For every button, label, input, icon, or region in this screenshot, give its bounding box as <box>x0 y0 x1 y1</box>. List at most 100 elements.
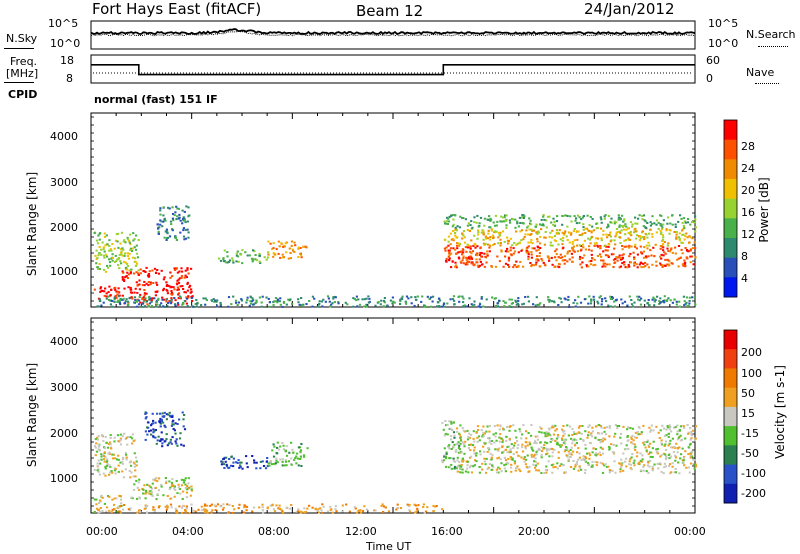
data-cell <box>479 453 482 456</box>
data-cell <box>677 436 680 439</box>
data-cell <box>615 256 618 259</box>
data-cell <box>252 303 255 306</box>
data-cell <box>122 297 125 300</box>
data-cell <box>666 426 669 429</box>
data-cell <box>536 255 539 258</box>
data-cell <box>177 281 181 284</box>
data-cell <box>668 457 671 460</box>
data-cell <box>454 234 457 237</box>
data-cell <box>138 288 141 291</box>
data-cell <box>144 271 147 273</box>
data-cell <box>675 231 678 233</box>
data-cell <box>186 305 189 307</box>
data-cell <box>119 248 122 251</box>
data-cell <box>642 469 645 472</box>
data-cell <box>641 236 644 239</box>
data-cell <box>591 426 594 429</box>
velocity-panel-frame <box>90 317 696 514</box>
data-cell <box>449 232 452 235</box>
data-cell <box>642 441 645 444</box>
data-cell <box>178 505 181 508</box>
data-cell <box>479 247 482 250</box>
data-cell <box>573 250 576 253</box>
data-cell <box>450 463 453 466</box>
data-cell <box>506 446 509 448</box>
data-cell <box>655 264 658 267</box>
data-cell <box>136 256 140 259</box>
data-cell <box>130 268 133 271</box>
data-cell <box>684 235 687 238</box>
data-cell <box>598 432 601 435</box>
data-cell <box>115 297 118 300</box>
data-cell <box>108 473 111 476</box>
data-cell <box>632 461 635 464</box>
data-cell <box>245 301 248 304</box>
data-cell <box>341 504 344 507</box>
data-cell <box>655 425 658 428</box>
data-cell <box>151 494 154 497</box>
data-cell <box>634 243 637 246</box>
data-cell <box>660 228 664 231</box>
data-cell <box>187 206 190 209</box>
data-cell <box>225 463 228 466</box>
data-cell <box>694 247 697 250</box>
data-cell <box>293 458 296 461</box>
data-cell <box>645 449 648 452</box>
data-cell <box>518 241 521 244</box>
data-cell <box>663 264 666 267</box>
data-cell <box>136 291 139 294</box>
data-cell <box>117 470 120 473</box>
data-cell <box>173 214 176 217</box>
data-cell <box>693 296 696 299</box>
data-cell <box>625 239 628 242</box>
data-cell <box>648 244 651 247</box>
data-cell <box>154 479 157 482</box>
data-cell <box>169 300 172 303</box>
data-cell <box>630 456 633 459</box>
data-cell <box>483 450 486 453</box>
data-cell <box>253 461 256 464</box>
data-cell <box>316 510 319 513</box>
data-cell <box>682 295 685 298</box>
data-cell <box>467 261 470 263</box>
data-cell <box>102 254 106 257</box>
data-cell <box>586 452 589 455</box>
data-cell <box>152 478 155 481</box>
data-cell <box>227 296 231 299</box>
data-cell <box>435 505 438 507</box>
data-cell <box>660 454 663 457</box>
data-cell <box>477 229 480 232</box>
data-cell <box>169 302 172 305</box>
velocity-colorbar-swatch <box>724 349 737 369</box>
data-cell <box>186 220 189 223</box>
data-cell <box>144 297 147 300</box>
data-cell <box>163 415 166 418</box>
data-cell <box>517 443 520 446</box>
data-cell <box>676 447 680 449</box>
data-cell <box>119 511 122 514</box>
data-cell <box>572 450 575 453</box>
data-cell <box>659 301 662 304</box>
nave-tick-top: 60 <box>706 54 720 67</box>
data-cell <box>515 230 518 233</box>
data-cell <box>297 246 300 249</box>
data-cell <box>135 244 138 247</box>
data-cell <box>426 295 429 298</box>
data-cell <box>147 284 150 287</box>
data-cell <box>606 236 609 239</box>
data-cell <box>675 303 678 306</box>
data-cell <box>640 251 643 254</box>
data-cell <box>669 299 672 302</box>
data-cell <box>510 443 513 446</box>
data-cell <box>514 218 517 221</box>
data-cell <box>157 299 160 301</box>
data-cell <box>532 303 535 306</box>
data-cell <box>579 255 582 258</box>
velocity-cbar-tick-neg100: -100 <box>741 467 766 480</box>
data-cell <box>157 506 160 509</box>
data-cell <box>286 506 289 509</box>
radar-title: Fort Hays East (fitACF) <box>92 0 262 18</box>
data-cell <box>658 300 661 303</box>
data-cell <box>640 433 643 435</box>
data-cell <box>636 431 639 433</box>
